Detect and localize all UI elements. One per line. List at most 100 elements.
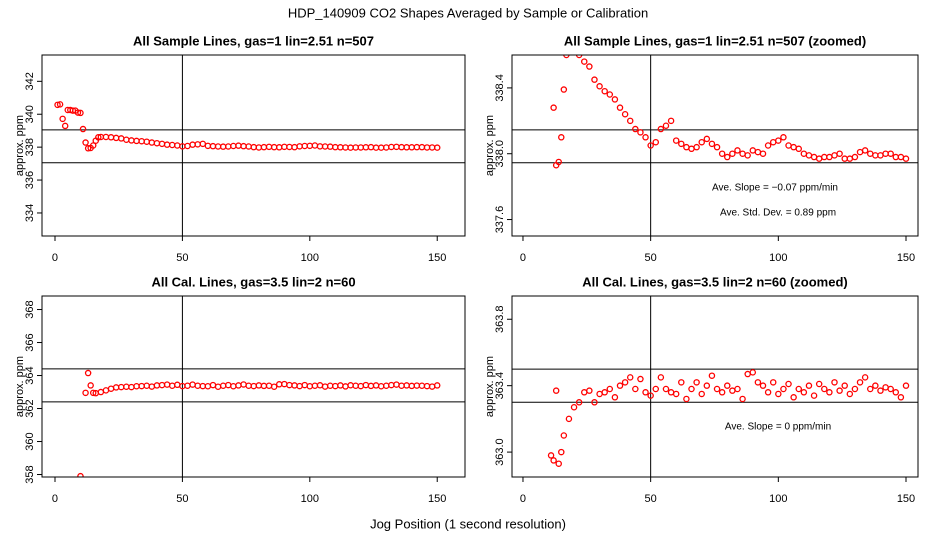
point — [74, 109, 82, 116]
point — [831, 379, 838, 386]
point — [897, 394, 905, 401]
point — [856, 379, 864, 386]
point — [800, 389, 808, 396]
x-axis-label: Jog Position (1 second resolution) — [370, 516, 566, 531]
point — [678, 140, 685, 148]
point — [851, 153, 859, 161]
point — [718, 389, 726, 396]
point — [795, 145, 803, 153]
point — [785, 380, 792, 388]
point — [586, 63, 593, 70]
point — [95, 134, 102, 141]
point — [560, 432, 568, 439]
figure-title: HDP_140909 CO2 Shapes Averaged by Sample… — [288, 5, 648, 20]
point — [764, 389, 772, 396]
point — [795, 385, 803, 393]
point — [270, 383, 278, 390]
point — [724, 153, 731, 161]
y-tick-label: 342 — [24, 72, 36, 90]
y-tick-label: 360 — [24, 432, 36, 450]
point — [84, 145, 92, 152]
point — [611, 96, 619, 103]
point — [769, 379, 777, 386]
y-tick-label: 363.0 — [494, 438, 506, 466]
point — [555, 158, 562, 166]
point — [877, 387, 884, 394]
y-tick-label: 338.0 — [494, 140, 506, 168]
annotation: Ave. Slope = −0.07 ppm/min — [712, 183, 838, 194]
x-tick-label: 100 — [301, 493, 319, 505]
point — [698, 390, 705, 398]
annotation: Ave. Std. Dev. = 0.89 ppm — [720, 208, 836, 219]
point — [754, 379, 762, 386]
y-tick-label: 338 — [24, 138, 36, 156]
point — [718, 150, 726, 157]
point — [887, 385, 894, 393]
point — [790, 394, 797, 401]
plot-area — [42, 296, 465, 477]
panel-title: All Cal. Lines, gas=3.5 lin=2 n=60 — [151, 274, 355, 289]
point — [836, 387, 843, 394]
point — [558, 134, 565, 141]
point — [591, 76, 598, 83]
point — [77, 109, 84, 117]
point — [861, 147, 869, 154]
y-axis-label: approx. ppm — [484, 356, 496, 417]
x-tick-label: 0 — [520, 252, 526, 264]
y-tick-label: 336 — [24, 171, 36, 189]
x-tick-label: 100 — [769, 493, 787, 505]
point — [667, 117, 675, 125]
point — [647, 142, 654, 149]
point — [826, 389, 833, 396]
panel: All Cal. Lines, gas=3.5 lin=2 n=60 (zoom… — [484, 274, 919, 505]
point — [780, 385, 787, 393]
x-tick-label: 150 — [897, 252, 915, 264]
point — [739, 395, 746, 403]
point — [77, 472, 84, 477]
point — [54, 101, 61, 109]
point — [836, 150, 843, 157]
point — [637, 375, 644, 383]
point — [570, 404, 578, 411]
x-tick-label: 150 — [428, 493, 446, 505]
point — [821, 385, 828, 393]
y-tick-label: 368 — [24, 300, 36, 318]
point — [846, 390, 854, 398]
point — [616, 104, 624, 111]
point — [611, 394, 619, 401]
point — [872, 382, 879, 389]
y-axis-label: approx. ppm — [484, 115, 496, 176]
point — [729, 150, 736, 157]
point — [575, 399, 583, 406]
point — [678, 379, 685, 386]
x-tick-label: 50 — [645, 493, 657, 505]
point — [744, 152, 751, 159]
point — [637, 129, 644, 136]
point — [632, 125, 639, 133]
point — [84, 369, 92, 377]
point — [713, 143, 721, 151]
panel: All Sample Lines, gas=1 lin=2.51 n=507 (… — [484, 33, 919, 264]
point — [616, 382, 624, 389]
point — [555, 460, 562, 467]
plot-area — [512, 296, 918, 477]
point — [550, 457, 557, 464]
point — [657, 125, 665, 133]
x-tick-label: 150 — [897, 493, 915, 505]
y-tick-label: 340 — [24, 105, 36, 123]
point — [841, 382, 848, 389]
point — [89, 389, 97, 397]
point — [82, 139, 89, 146]
x-tick-label: 0 — [52, 493, 58, 505]
x-tick-label: 50 — [176, 252, 188, 264]
point — [851, 385, 859, 393]
point — [591, 399, 598, 406]
point — [734, 385, 741, 393]
point — [657, 374, 665, 381]
point — [59, 115, 66, 123]
point — [632, 385, 639, 393]
point — [601, 87, 608, 95]
point — [867, 385, 874, 393]
panel-title: All Sample Lines, gas=1 lin=2.51 n=507 — [133, 33, 374, 48]
point — [79, 125, 87, 133]
